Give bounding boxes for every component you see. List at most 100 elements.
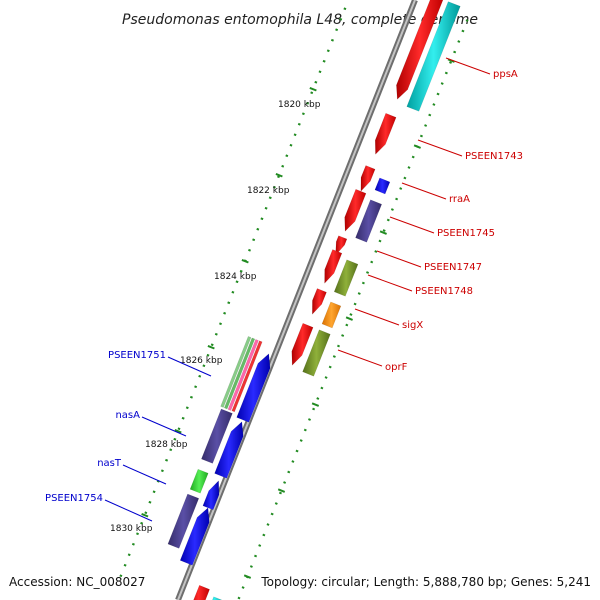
- gene-cyan-upper[interactable]: [406, 1, 461, 112]
- gene-PSEEN1751-stripe4[interactable]: [231, 340, 263, 413]
- tick-mark: [256, 227, 260, 231]
- gene-nasT[interactable]: [189, 468, 209, 494]
- tick-mark: [299, 439, 303, 442]
- gene-label-PSEEN1745[interactable]: PSEEN1745: [437, 228, 495, 239]
- tick-mark: [322, 59, 326, 63]
- gene-PSEEN1748[interactable]: [333, 259, 359, 297]
- tick-mark: [241, 586, 245, 589]
- tick-mark: [136, 532, 139, 536]
- gene-PSEEN1745-red[interactable]: [344, 188, 367, 232]
- tick-mark: [324, 376, 328, 379]
- tick-mark: [457, 40, 461, 43]
- tick-mark: [123, 563, 127, 567]
- tick-mark: [335, 28, 339, 32]
- gene-sigX[interactable]: [321, 301, 342, 329]
- tick-mark: [140, 521, 144, 525]
- tick-mark: [237, 596, 241, 600]
- gene-rraA[interactable]: [374, 177, 391, 195]
- gene-label-PSEEN1747[interactable]: PSEEN1747: [424, 262, 482, 273]
- gene-PSEEN1747[interactable]: [324, 249, 343, 284]
- tick-mark: [174, 428, 182, 434]
- tick-mark: [131, 542, 135, 546]
- gene-PSEEN1743[interactable]: [374, 112, 397, 155]
- gene-nasA[interactable]: [214, 421, 244, 479]
- tick-mark: [411, 155, 415, 159]
- tick-mark: [379, 230, 387, 235]
- gene-label-sigX[interactable]: sigX: [402, 320, 423, 331]
- kbp-label: 1820 kbp: [278, 100, 321, 110]
- tick-mark: [198, 374, 202, 378]
- tick-mark: [268, 196, 272, 200]
- tick-mark: [278, 491, 282, 495]
- gene-label-PSEEN1751[interactable]: PSEEN1751: [108, 350, 166, 361]
- tick-mark: [249, 565, 253, 568]
- tick-mark: [449, 61, 452, 64]
- gene-label-ppsA[interactable]: ppsA: [493, 69, 518, 80]
- tick-mark: [262, 533, 266, 537]
- tick-mark: [345, 316, 353, 321]
- tick-mark: [289, 143, 293, 147]
- tick-mark: [141, 512, 149, 518]
- tick-mark: [243, 574, 252, 579]
- tick-mark: [308, 418, 311, 421]
- gene-labels-left: PSEEN1751 nasA nasT PSEEN1754: [45, 350, 212, 522]
- gene-nasA-slate[interactable]: [201, 408, 233, 464]
- gene-oprF[interactable]: [302, 329, 331, 377]
- gene-PSEEN1754-slate[interactable]: [167, 493, 200, 549]
- tick-mark: [214, 332, 218, 336]
- gene-PSEEN1754[interactable]: [179, 507, 210, 566]
- gene-ppsA[interactable]: [396, 0, 444, 100]
- tick-mark: [227, 301, 231, 305]
- gene-red-small[interactable]: [360, 165, 376, 192]
- gene-label-PSEEN1748[interactable]: PSEEN1748: [415, 286, 473, 297]
- gene-label-nasA[interactable]: nasA: [115, 410, 140, 421]
- gene-red-b[interactable]: [312, 288, 327, 315]
- tick-mark: [264, 206, 268, 210]
- tick-mark: [297, 122, 301, 126]
- gene-red-bottom[interactable]: [188, 584, 210, 600]
- gene-label-nasT[interactable]: nasT: [97, 458, 122, 469]
- tick-mark: [361, 281, 365, 285]
- tick-mark: [345, 323, 349, 327]
- tick-mark: [332, 355, 336, 358]
- gene-PSEEN1745[interactable]: [355, 199, 383, 243]
- tick-mark: [461, 29, 465, 33]
- kbp-label: 1824 kbp: [214, 272, 257, 282]
- gene-PSEEN1751-stripe1[interactable]: [220, 336, 252, 408]
- tick-mark: [326, 49, 330, 53]
- tick-mark: [314, 80, 318, 84]
- gene-label-rraA[interactable]: rraA: [449, 194, 470, 205]
- tick-mark: [428, 113, 432, 117]
- tick-mark: [181, 416, 185, 420]
- gene-red-tiny[interactable]: [335, 235, 348, 257]
- tick-mark: [119, 574, 123, 578]
- tick-mark: [283, 481, 287, 484]
- tick-mark: [419, 134, 423, 138]
- gene-label-oprF[interactable]: oprF: [385, 362, 408, 373]
- tick-mark: [252, 238, 256, 242]
- tick-mark: [444, 71, 448, 75]
- tick-mark: [185, 406, 189, 410]
- tick-mark: [260, 217, 264, 221]
- genome-backbone: [175, 0, 418, 600]
- tick-mark: [320, 386, 324, 390]
- tick-mark: [291, 460, 295, 463]
- tick-mark: [148, 500, 152, 504]
- gene-labels-right: ppsA PSEEN1743 rraA PSEEN1745 PSEEN1747 …: [337, 57, 523, 373]
- tick-mark: [266, 523, 270, 526]
- tick-mark: [357, 292, 361, 295]
- gene-label-PSEEN1743[interactable]: PSEEN1743: [465, 151, 523, 162]
- tick-mark: [310, 91, 314, 95]
- gene-oprF-red[interactable]: [291, 322, 314, 366]
- gene-label-PSEEN1754[interactable]: PSEEN1754: [45, 493, 103, 504]
- tick-mark: [272, 185, 276, 189]
- tick-mark: [353, 302, 357, 306]
- tick-mark: [343, 7, 347, 11]
- kbp-label: 1822 kbp: [247, 186, 290, 196]
- gene-PSEEN1751[interactable]: [236, 353, 271, 423]
- tick-mark: [311, 402, 320, 407]
- gene-PSEEN1751-stripe3[interactable]: [227, 339, 259, 411]
- gene-PSEEN1751-stripe2[interactable]: [223, 337, 256, 410]
- tick-mark: [447, 58, 455, 63]
- tick-mark: [223, 311, 227, 315]
